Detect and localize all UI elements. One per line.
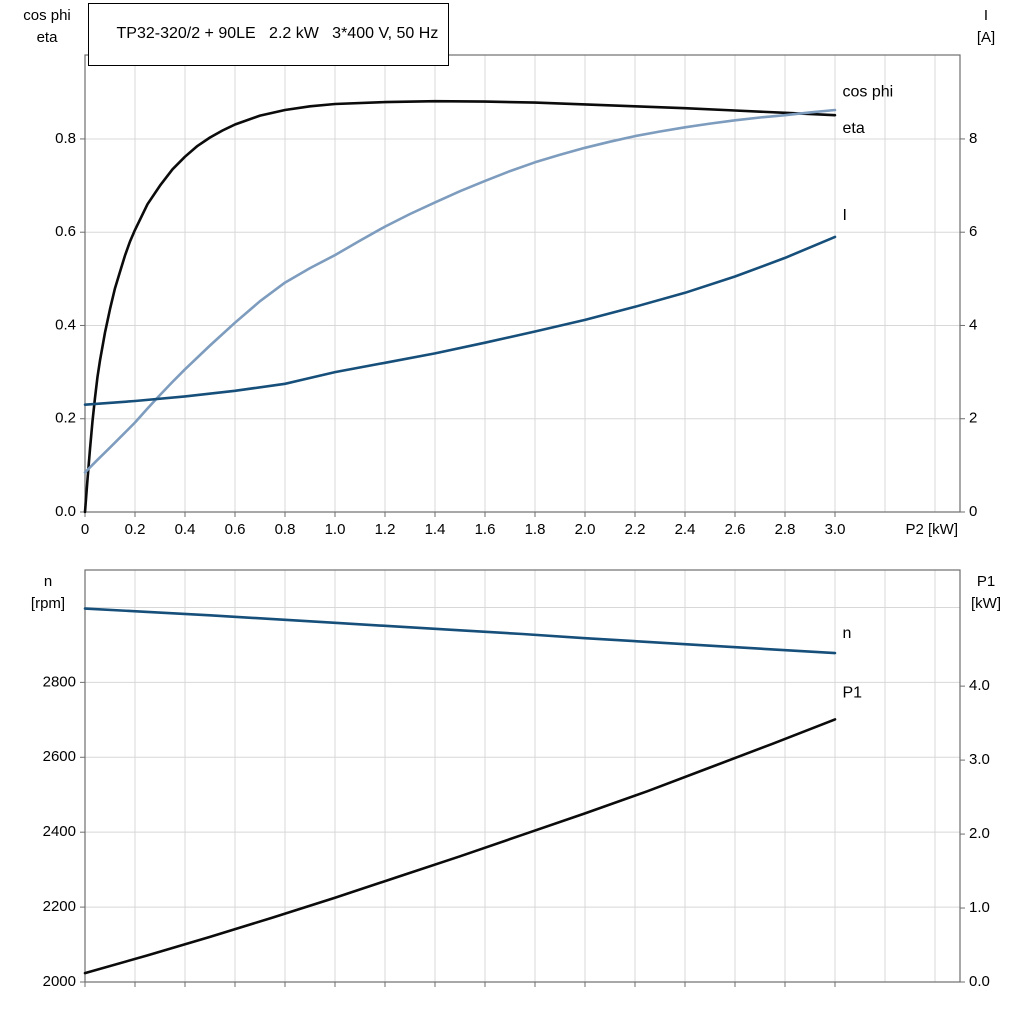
x-tick-label: 2.8: [775, 521, 796, 538]
curve-label-eta: eta: [843, 120, 865, 137]
x-tick-label: 2.0: [575, 521, 596, 538]
y-left-tick-label: 2800: [43, 673, 76, 690]
series-curve-i: [83, 235, 837, 406]
y-right-tick-label: 2: [969, 410, 977, 427]
series-curve-p1: [83, 718, 837, 975]
y-left-tick-label: 2400: [43, 823, 76, 840]
plot-frame: [84, 54, 961, 513]
y-left-axis-title: n: [44, 573, 52, 590]
y-left-tick-label: 0.6: [55, 223, 76, 240]
y-left-tick-label: 2000: [43, 973, 76, 990]
x-tick-label: 1.2: [375, 521, 396, 538]
y-left-tick-label: 0.8: [55, 130, 76, 147]
y-right-tick-label: 4: [969, 316, 977, 333]
x-tick-label: 1.0: [325, 521, 346, 538]
y-left-axis-title: cos phi: [23, 7, 71, 24]
y-left-tick-label: 2600: [43, 748, 76, 765]
y-right-tick-label: 4.0: [969, 677, 990, 694]
x-tick-label: 1.8: [525, 521, 546, 538]
y-right-tick-label: 0.0: [969, 973, 990, 990]
y-left-tick-label: 0.0: [55, 503, 76, 520]
y-right-axis-title: P1: [977, 573, 995, 590]
x-tick-label: 0.4: [175, 521, 196, 538]
y-right-tick-label: 6: [969, 223, 977, 240]
y-right-tick-label: 0: [969, 503, 977, 520]
curve-label-cos-phi: cos phi: [843, 84, 894, 101]
y-right-tick-label: 3.0: [969, 751, 990, 768]
y-right-axis-title: I: [984, 7, 988, 24]
y-right-axis-title: [kW]: [971, 595, 1001, 612]
x-axis-title: P2 [kW]: [905, 521, 958, 538]
x-tick-label: 2.4: [675, 521, 696, 538]
x-tick-label: 0.6: [225, 521, 246, 538]
plot-frame: [84, 569, 961, 983]
x-tick-label: 3.0: [825, 521, 846, 538]
x-tick-label: 2.6: [725, 521, 746, 538]
y-right-tick-label: 1.0: [969, 899, 990, 916]
x-tick-label: 1.6: [475, 521, 496, 538]
x-tick-label: 0.8: [275, 521, 296, 538]
y-left-tick-label: 2200: [43, 898, 76, 915]
y-right-tick-label: 8: [969, 130, 977, 147]
y-right-tick-label: 2.0: [969, 825, 990, 842]
x-tick-label: 2.2: [625, 521, 646, 538]
x-tick-label: 1.4: [425, 521, 446, 538]
y-left-tick-label: 0.2: [55, 410, 76, 427]
curve-label-p1: P1: [843, 685, 863, 702]
chart-title: TP32-320/2 + 90LE 2.2 kW 3*400 V, 50 Hz: [116, 25, 439, 42]
chart-title-box: TP32-320/2 + 90LE 2.2 kW 3*400 V, 50 Hz: [88, 3, 450, 66]
curve-label-i: I: [843, 207, 847, 224]
y-left-axis-title: [rpm]: [31, 595, 65, 612]
series-curve-cos-phi: [83, 108, 837, 474]
x-tick-label: 0: [81, 521, 89, 538]
series-curve-n: [83, 607, 837, 655]
x-tick-label: 0.2: [125, 521, 146, 538]
y-left-axis-title: eta: [37, 29, 59, 46]
curve-label-n: n: [843, 625, 852, 642]
y-right-axis-title: [A]: [977, 29, 995, 46]
series-curve-eta: [83, 99, 837, 514]
y-left-tick-label: 0.4: [55, 316, 76, 333]
